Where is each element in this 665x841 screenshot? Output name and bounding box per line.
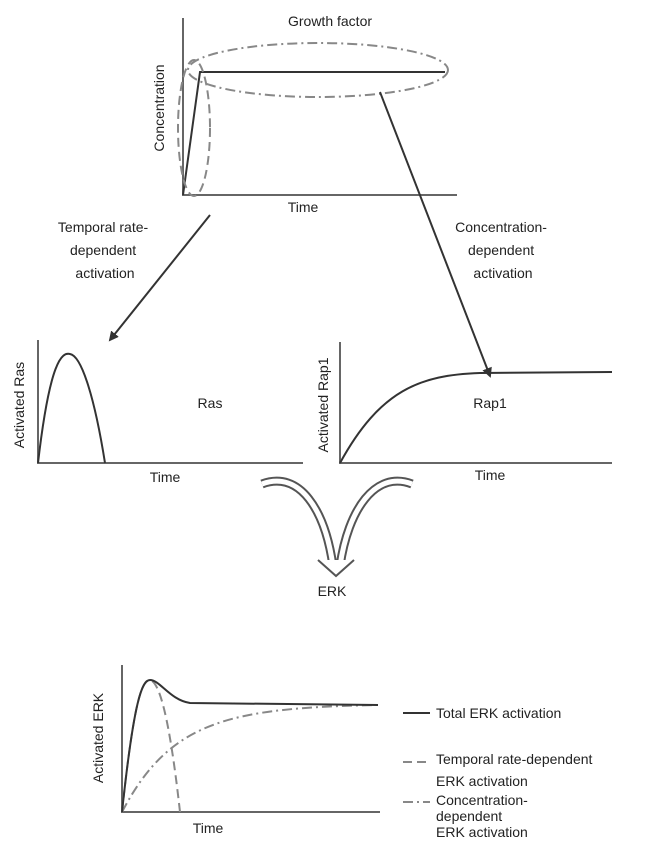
label-line: Temporal rate- bbox=[58, 219, 149, 235]
axes bbox=[121, 665, 380, 813]
panel-label: Rap1 bbox=[473, 395, 507, 411]
arrow bbox=[108, 214, 211, 342]
x-label: Time bbox=[288, 199, 319, 215]
y-label: Concentration bbox=[151, 64, 167, 151]
arrow bbox=[379, 91, 492, 378]
rise-highlight bbox=[177, 59, 211, 197]
ras-curve bbox=[37, 352, 106, 464]
label-line: Concentration- bbox=[436, 792, 528, 808]
rap1-panel: Activated Rap1 Rap1 Time bbox=[315, 342, 613, 483]
x-label: Time bbox=[193, 820, 224, 836]
label-line: activation bbox=[75, 265, 134, 281]
growth-curve bbox=[182, 71, 445, 196]
concentration-curve bbox=[121, 704, 379, 813]
ras-panel: Activated Ras Ras Time bbox=[11, 340, 303, 485]
branch-label: Temporal rate- dependent activation bbox=[58, 219, 152, 281]
axes bbox=[37, 340, 303, 464]
label-line: dependent bbox=[436, 808, 502, 824]
label-line: activation bbox=[473, 265, 532, 281]
panel-title: Growth factor bbox=[288, 13, 372, 29]
legend-label: Concentration- dependent ERK activation bbox=[436, 792, 532, 840]
legend-label: Total ERK activation bbox=[436, 705, 561, 721]
branch-label: Concentration- dependent activation bbox=[455, 219, 551, 281]
growth-factor-panel: Growth factor Concentration Time bbox=[151, 13, 457, 215]
legend: Total ERK activation Temporal rate-depen… bbox=[403, 705, 596, 840]
merge-arrow-fill bbox=[337, 478, 413, 567]
x-label: Time bbox=[475, 467, 506, 483]
erk-panel: Activated ERK Time bbox=[90, 665, 380, 836]
total-curve bbox=[121, 678, 379, 813]
axes bbox=[182, 18, 457, 196]
merge-arrow-fill bbox=[261, 478, 336, 567]
label-line: dependent bbox=[70, 242, 136, 258]
merge-label: ERK bbox=[318, 583, 347, 599]
label-line: ERK activation bbox=[436, 773, 528, 789]
rap1-curve bbox=[339, 371, 613, 464]
merge-arrowhead bbox=[317, 559, 355, 578]
legend-label: Temporal rate-dependent ERK activation bbox=[436, 751, 596, 789]
y-label: Activated Ras bbox=[11, 362, 27, 448]
label-line: ERK activation bbox=[436, 824, 528, 840]
label-line: dependent bbox=[468, 242, 534, 258]
y-label: Activated Rap1 bbox=[315, 357, 331, 452]
temporal-curve bbox=[121, 678, 181, 813]
x-label: Time bbox=[150, 469, 181, 485]
label-line: Temporal rate-dependent bbox=[436, 751, 593, 767]
panel-label: Ras bbox=[198, 395, 223, 411]
label-line: Concentration- bbox=[455, 219, 547, 235]
plateau-highlight bbox=[187, 42, 449, 98]
y-label: Activated ERK bbox=[90, 692, 106, 783]
